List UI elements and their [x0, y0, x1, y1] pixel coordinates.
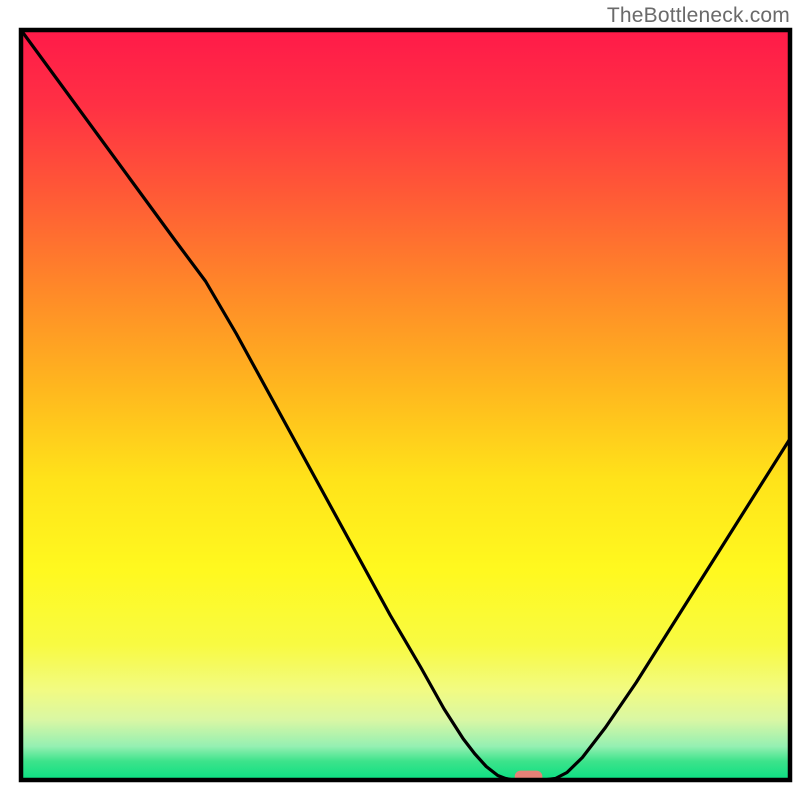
bottleneck-chart — [0, 0, 800, 800]
chart-container: TheBottleneck.com — [0, 0, 800, 800]
gradient-background — [21, 30, 790, 780]
watermark-text: TheBottleneck.com — [607, 4, 790, 28]
